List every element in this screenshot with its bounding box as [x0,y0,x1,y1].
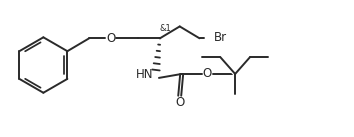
Text: &1: &1 [160,24,172,33]
Text: Br: Br [215,31,228,44]
Text: O: O [106,32,115,45]
Text: O: O [203,67,212,80]
Text: O: O [175,96,184,109]
Text: HN: HN [136,68,154,81]
